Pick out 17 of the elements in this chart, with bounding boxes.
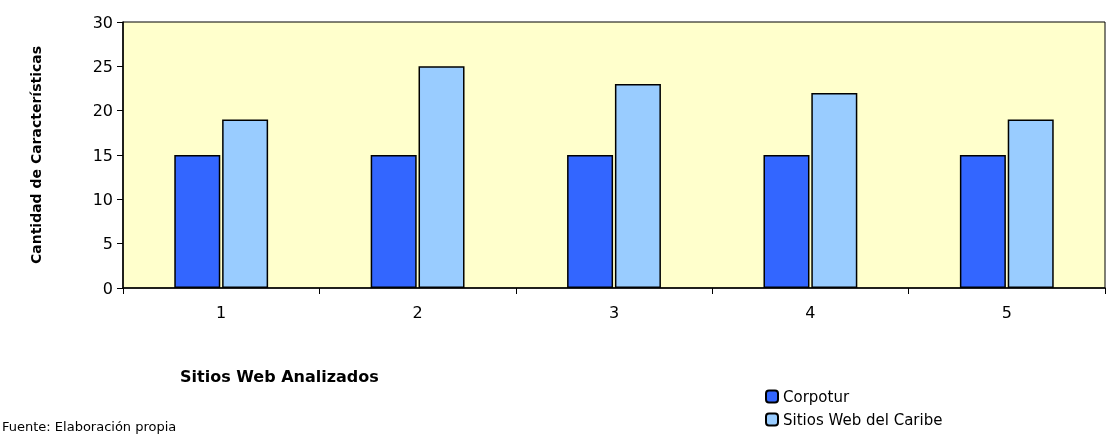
x-tick-label: 1	[216, 302, 227, 322]
x-tick-label: 5	[1001, 302, 1012, 322]
y-tick-label: 10	[92, 189, 113, 209]
y-tick-label: 0	[102, 278, 113, 298]
legend-label: Sitios Web del Caribe	[783, 410, 943, 429]
y-tick-label: 25	[92, 56, 113, 76]
y-tick-label: 20	[92, 101, 113, 121]
x-tick-label: 2	[412, 302, 423, 322]
y-axis-title: Cantidad de Características	[28, 45, 44, 265]
y-tick-label: 15	[92, 145, 113, 165]
x-axis-title: Sitios Web Analizados	[180, 366, 379, 386]
legend-label: Corpotur	[783, 387, 850, 406]
y-tick-label: 30	[92, 12, 113, 32]
source-note: Fuente: Elaboración propia	[2, 419, 177, 434]
x-tick-label: 3	[608, 302, 620, 322]
y-tick-label: 5	[102, 234, 113, 254]
x-tick-label: 4	[805, 302, 816, 322]
